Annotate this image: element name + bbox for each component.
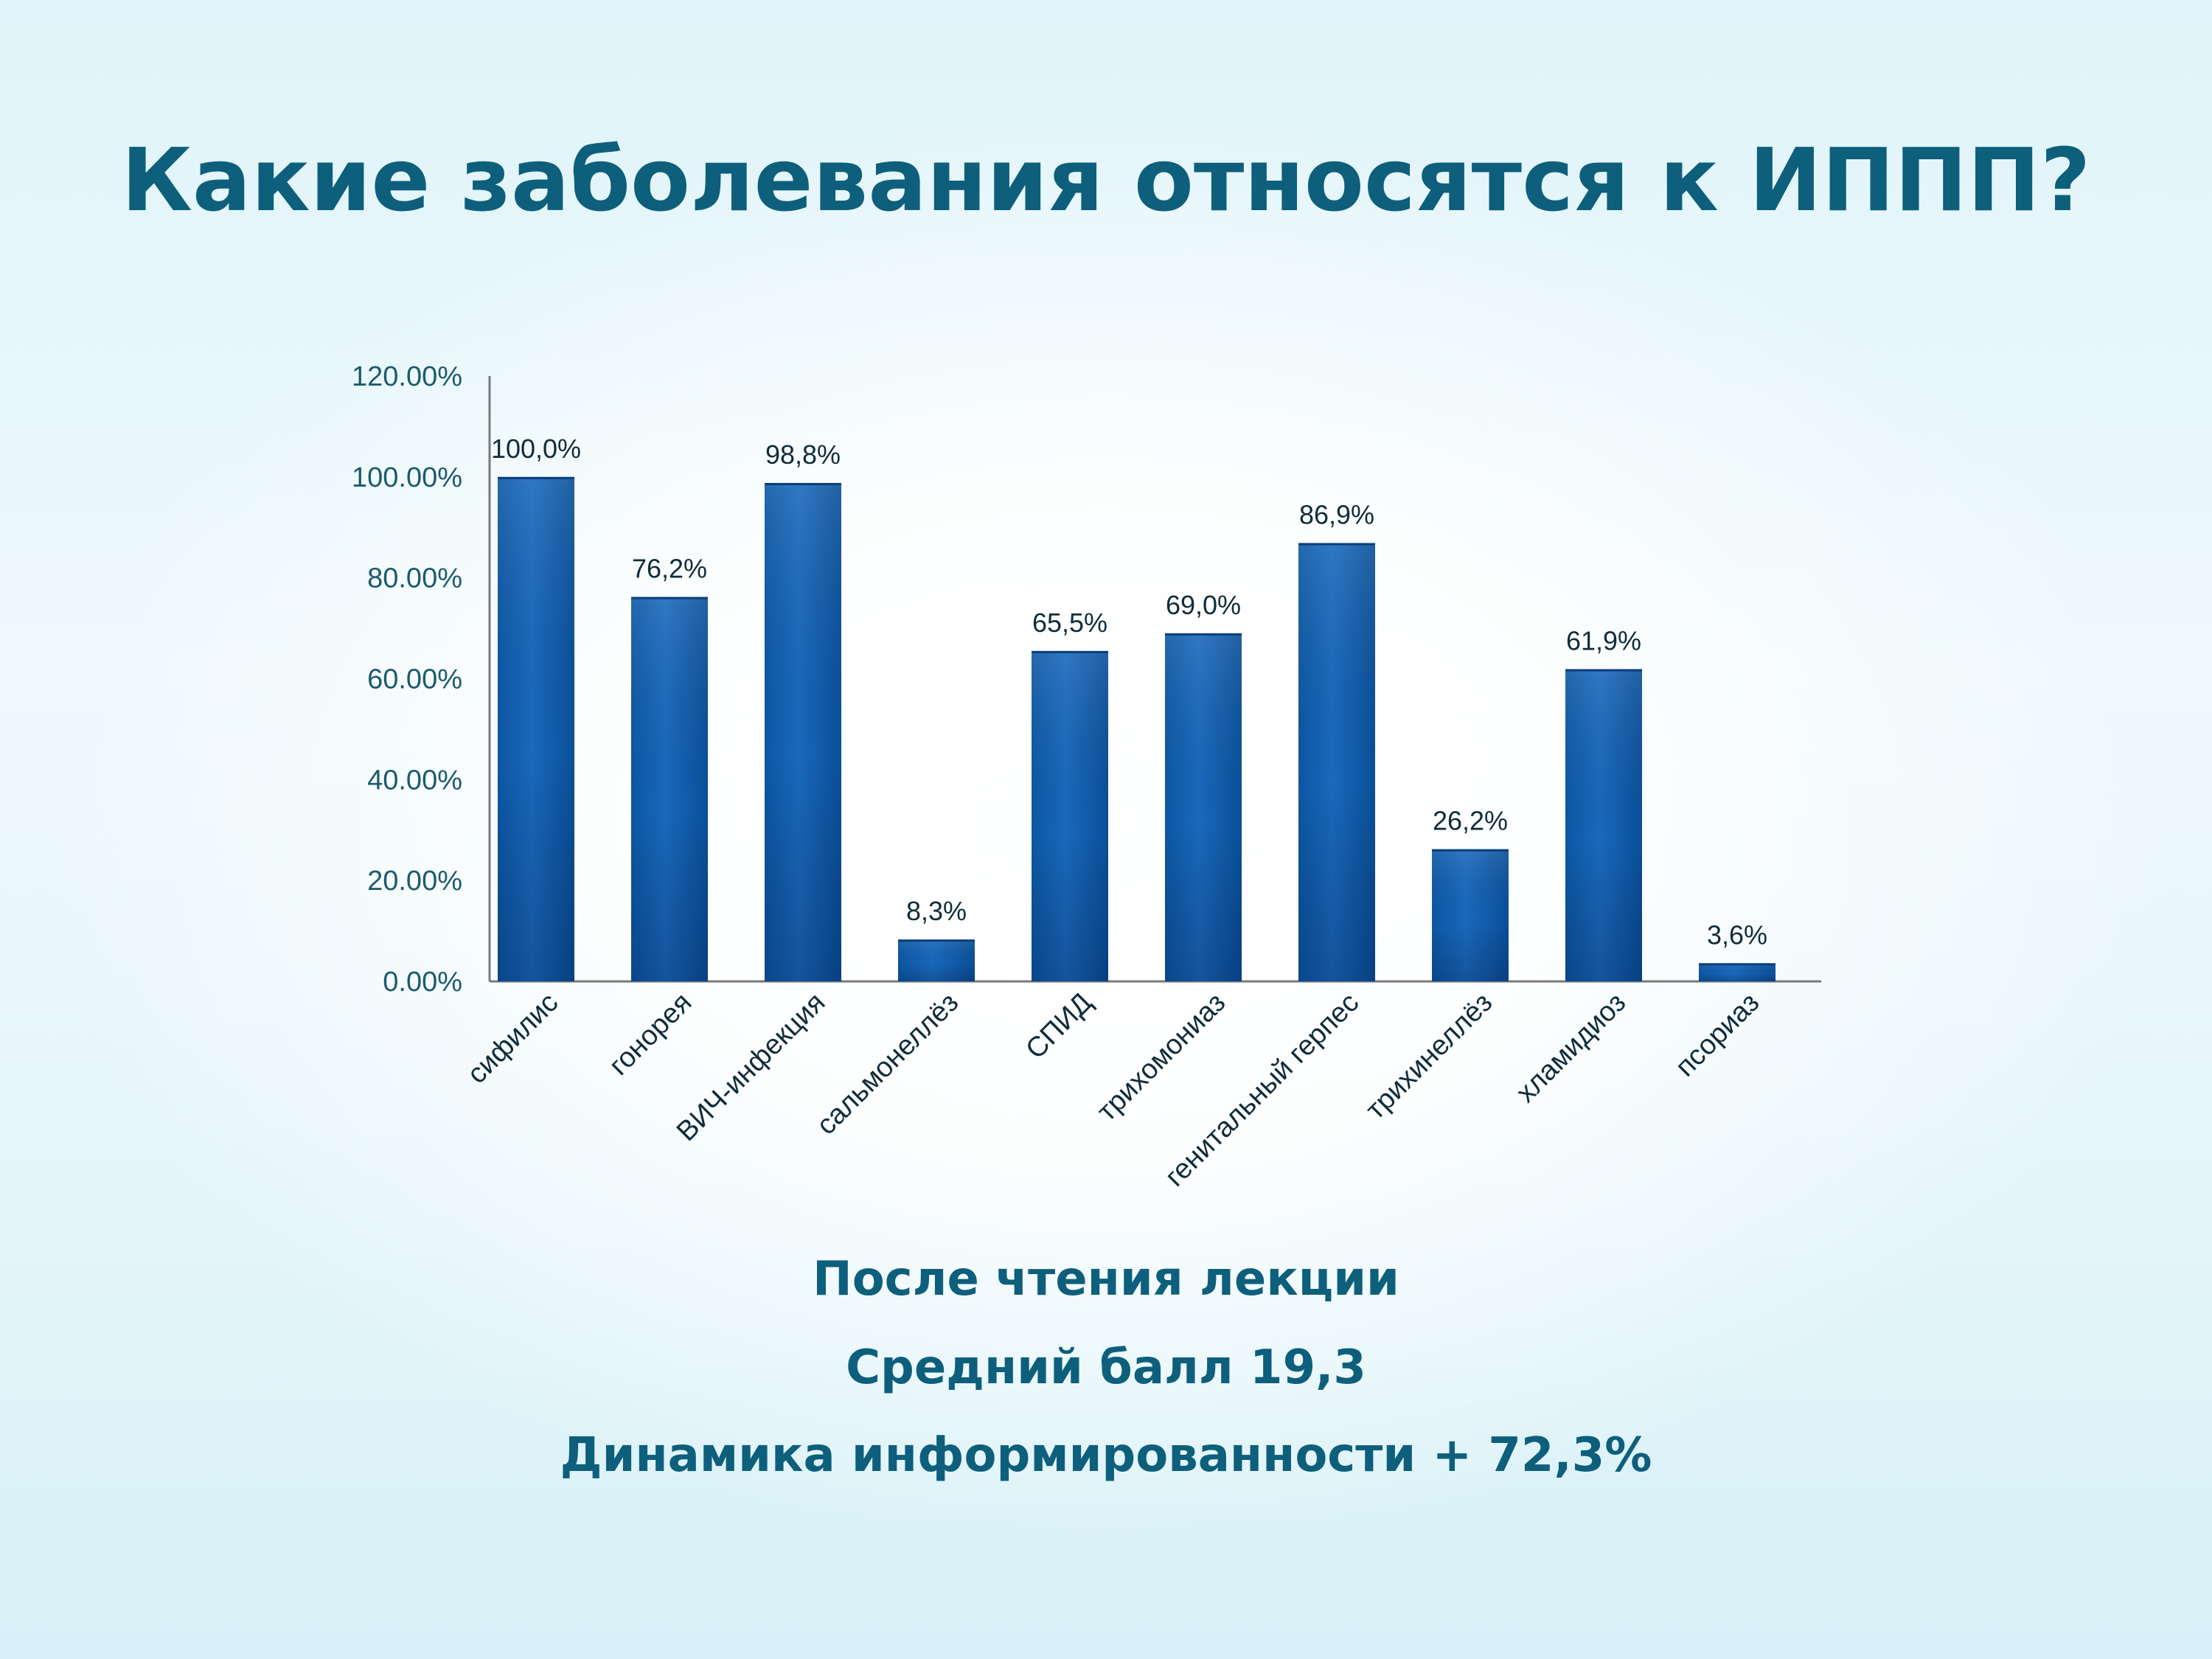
bar-shade (1699, 963, 1775, 981)
bar-data-label: 69,0% (1166, 590, 1241, 620)
slide-title: Какие заболевания относятся к ИППП? (121, 129, 2091, 231)
bar-shade (1032, 650, 1108, 981)
bar-data-label: 65,5% (1032, 608, 1107, 638)
category-label: трихинеллёз (1360, 987, 1498, 1126)
y-tick-label: 120.00% (352, 361, 462, 392)
y-axis: 0.00% 20.00% 40.00% 60.00% 80.00% 100.00% 120.… (352, 361, 491, 998)
bar-shade (631, 597, 708, 981)
category-label: псориаз (1670, 987, 1766, 1083)
category-label: трихомониаз (1091, 987, 1231, 1127)
y-tick-label: 0.00% (383, 967, 462, 998)
y-tick-label: 40.00% (367, 765, 462, 796)
category-label: сальмонеллёз (811, 987, 965, 1141)
category-label: хламидиоз (1510, 987, 1632, 1109)
bar-data-label: 76,2% (632, 554, 707, 584)
category-label: СПИД (1020, 987, 1098, 1065)
y-tick-label: 60.00% (367, 664, 462, 695)
bar-shade (1565, 669, 1642, 981)
bar-shade (1165, 633, 1242, 981)
bar-data-label: 86,9% (1299, 499, 1374, 529)
bars (498, 476, 1775, 981)
bar-data-label: 26,2% (1433, 806, 1508, 836)
bar-data-label: 3,6% (1707, 919, 1767, 950)
y-tick-label: 80.00% (367, 563, 462, 594)
bar-data-label: 98,8% (765, 439, 841, 470)
bar-shade (1298, 543, 1375, 981)
category-label: сифилис (462, 987, 564, 1090)
bar-shade (1432, 849, 1509, 981)
y-tick-label: 100.00% (352, 462, 462, 493)
bar-shade (898, 939, 975, 981)
data-labels: 100,0% 76,2% 98,8% 8,3% 65,5% 69,0% 86,9% 26,2%… (491, 434, 1767, 950)
bar-data-label: 100,0% (491, 434, 581, 464)
caption-awareness-dynamics: Динамика информированности + 72,3% (560, 1428, 1652, 1483)
category-label: гонорея (603, 987, 698, 1082)
bar-shade (498, 476, 574, 981)
bar-data-label: 61,9% (1566, 626, 1641, 656)
caption-after-lecture: После чтения лекции (813, 1252, 1399, 1307)
caption-average-score: Средний балл 19,3 (846, 1340, 1366, 1395)
bar-shade (765, 483, 841, 981)
y-tick-label: 20.00% (367, 866, 462, 897)
bar-data-label: 8,3% (906, 896, 967, 926)
